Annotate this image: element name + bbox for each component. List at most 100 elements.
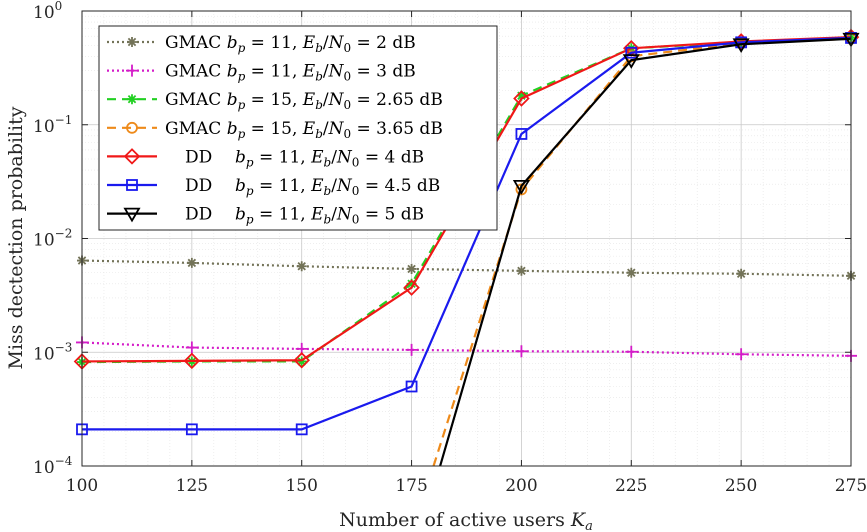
data-point [406, 278, 417, 289]
marker-shape [515, 345, 528, 358]
data-point [622, 54, 640, 69]
data-point [736, 268, 747, 279]
legend-label: DD bp = 11, Eb/N0 = 4.5 dB [185, 176, 440, 198]
legend-marker [127, 94, 137, 105]
data-point [183, 352, 201, 370]
series-layer [73, 28, 860, 467]
x-tick-label: 175 [395, 476, 427, 496]
legend-label: DD bp = 11, Eb/N0 = 5 dB [185, 205, 424, 227]
marker-shape [293, 352, 310, 369]
marker-shape [732, 38, 750, 54]
x-tick-label: 250 [725, 476, 757, 496]
marker-shape [405, 343, 418, 356]
legend-label: GMAC bp = 15, Eb/N0 = 3.65 dB [165, 119, 443, 141]
data-point [516, 90, 527, 101]
marker-shape [183, 352, 201, 370]
data-point [185, 341, 198, 354]
y-tick-label: 10−2 [33, 227, 72, 251]
data-point [516, 265, 527, 276]
marker-shape [625, 46, 638, 59]
marker-shape [622, 54, 640, 69]
legend-box [98, 25, 498, 231]
marker-shape [625, 345, 638, 358]
marker-shape [512, 180, 530, 195]
legend-item-4: GMAC bp = 15, Eb/N0 = 3.65 dB [107, 119, 443, 141]
legend-item-3: GMAC bp = 15, Eb/N0 = 2.65 dB [107, 90, 443, 112]
x-tick-label: 150 [285, 476, 317, 496]
data-point [732, 38, 750, 54]
data-point [625, 345, 638, 358]
data-point [405, 343, 418, 356]
ticks: 100 125 150 175 200 225 250 275 10−4 10−3 10−2 10−1… [33, 0, 867, 496]
data-point [296, 356, 307, 367]
x-axis-label: Number of active users Ka [339, 509, 593, 532]
marker-shape [735, 348, 748, 361]
legend-item-7: DD bp = 11, Eb/N0 = 5 dB [107, 205, 424, 227]
y-tick-label: 10−4 [33, 454, 73, 478]
marker-shape [185, 423, 198, 436]
data-point [405, 380, 418, 393]
data-point [295, 423, 308, 436]
marker-shape [296, 261, 307, 272]
x-tick-label: 200 [505, 476, 537, 496]
legend-marker [126, 64, 138, 77]
marker-shape [516, 90, 527, 101]
data-point [515, 128, 528, 140]
series-line [81, 341, 852, 357]
legend-item-1: GMAC bp = 11, Eb/N0 = 2 dB [107, 33, 416, 55]
legend-marker [127, 37, 137, 47]
marker-shape [185, 341, 198, 354]
y-tick-label: 100 [33, 0, 62, 23]
y-tick-label: 10−3 [33, 340, 72, 364]
legend-label: GMAC bp = 11, Eb/N0 = 3 dB [165, 62, 416, 84]
series-line [82, 36, 852, 431]
marker-shape [126, 64, 138, 77]
marker-shape [515, 128, 528, 140]
marker-shape [127, 37, 137, 47]
y-tick-label: 10−1 [33, 113, 72, 137]
marker-shape [736, 268, 747, 279]
legend-label: GMAC bp = 11, Eb/N0 = 2 dB [165, 33, 416, 55]
data-point [515, 345, 528, 358]
data-point [735, 348, 748, 361]
series-line [81, 259, 852, 277]
data-point [512, 180, 530, 195]
data-point [185, 423, 198, 436]
x-tick-label: 100 [66, 476, 98, 496]
data-point [625, 46, 638, 59]
marker-shape [295, 423, 308, 436]
legend-label: GMAC bp = 15, Eb/N0 = 2.65 dB [165, 90, 443, 112]
marker-shape [406, 278, 417, 289]
marker-shape [513, 90, 530, 107]
y-axis-label: Miss dectection probability [5, 106, 27, 369]
data-point [513, 90, 530, 107]
legend-item-6: DD bp = 11, Eb/N0 = 4.5 dB [107, 176, 440, 198]
legend-marker [126, 179, 138, 191]
series-7 [439, 32, 860, 467]
legend-marker [126, 121, 138, 134]
data-point [406, 263, 417, 274]
marker-shape [126, 179, 138, 191]
marker-shape [127, 94, 137, 105]
x-tick-label: 225 [615, 476, 647, 496]
marker-shape [123, 207, 141, 223]
legend-label: DD bp = 11, Eb/N0 = 4 dB [185, 147, 424, 169]
marker-shape [405, 380, 418, 393]
marker-shape [296, 356, 307, 367]
data-point [296, 261, 307, 272]
legend-marker [123, 207, 141, 223]
marker-shape [186, 257, 197, 268]
legend: GMAC bp = 11, Eb/N0 = 2 dB GMAC bp = 11, … [98, 25, 498, 231]
data-point [293, 352, 310, 369]
legend-item-5: DD bp = 11, Eb/N0 = 4 dB [107, 147, 424, 169]
data-point [186, 257, 197, 268]
marker-shape [516, 265, 527, 276]
legend-item-2: GMAC bp = 11, Eb/N0 = 3 dB [107, 62, 416, 84]
marker-shape [403, 279, 420, 296]
marker-shape [123, 148, 141, 165]
marker-shape [126, 121, 138, 134]
series-line [439, 37, 852, 467]
legend-marker [123, 148, 141, 165]
series-6 [76, 32, 857, 436]
